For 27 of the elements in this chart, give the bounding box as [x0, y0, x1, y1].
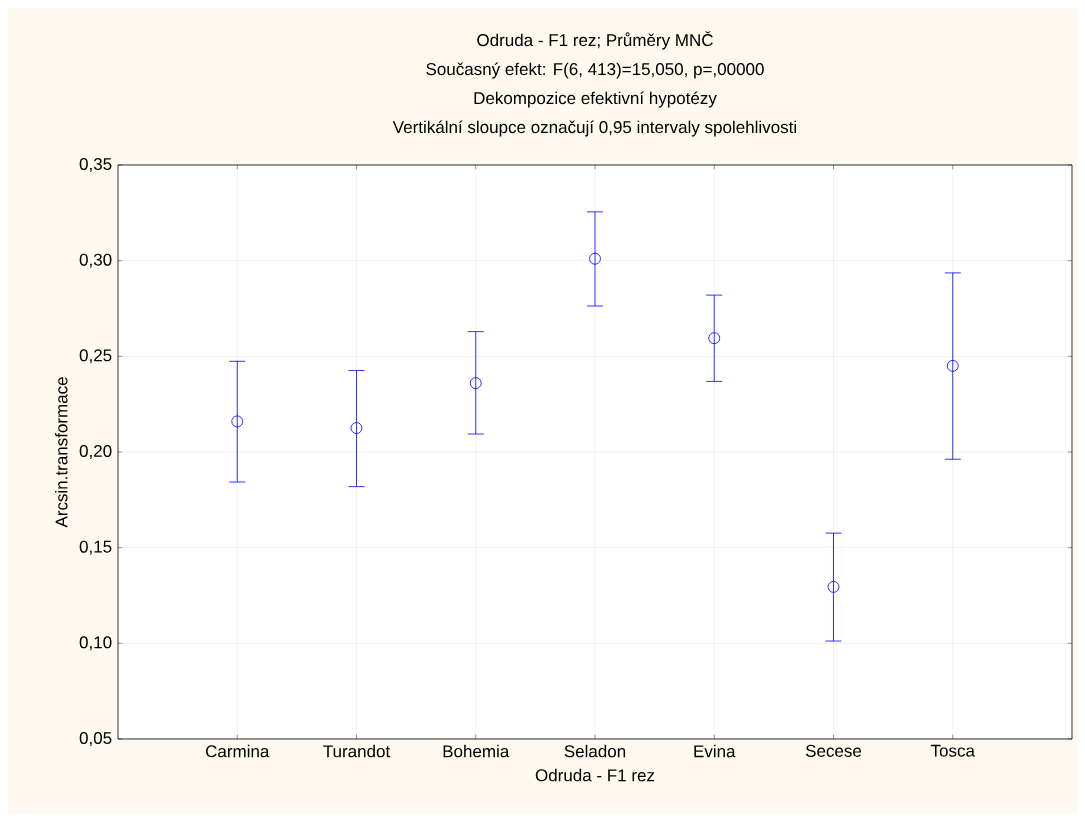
point [469, 377, 482, 390]
text: Vertikální sloupce označují 0,95 intervaly spolehlivosti [392, 120, 796, 137]
x-tick-label: Evina [694, 744, 736, 758]
point [827, 580, 840, 593]
chart-subtitle: Současný efekt: F(6, 413)=15,050, p=,00000 [426, 62, 764, 79]
point [708, 332, 721, 345]
x-tick-label: Secese [805, 744, 862, 757]
x-tick-label: Tosca [930, 744, 975, 757]
point [350, 422, 363, 434]
y-tick-label: 0,15 [79, 540, 112, 555]
x-tick-label: Bohemia [443, 744, 510, 758]
x-tick-label: Seladon [564, 744, 626, 758]
y-tick-label: 0,20 [79, 444, 112, 460]
y-tick-label: 0,05 [79, 731, 112, 747]
y-tick-label: 0,25 [79, 349, 112, 364]
y-tick-label: 0,10 [79, 636, 112, 651]
x-tick-label: Turandot [323, 744, 391, 758]
y-axis-title: Arcsin.transformace [55, 377, 68, 528]
point [946, 359, 959, 372]
y-tick-label: 0,30 [79, 253, 112, 268]
y-tick-label: 0,35 [79, 157, 112, 173]
point [231, 415, 244, 428]
x-tick-label: Carmina [206, 744, 270, 758]
chart-title: Odruda - F1 rez; Průměry MNČ [477, 31, 713, 50]
text: Dekompozice efektivní hypotézy [474, 91, 717, 108]
x-axis-title: Odruda - F1 rez [535, 768, 655, 782]
point [589, 252, 601, 265]
